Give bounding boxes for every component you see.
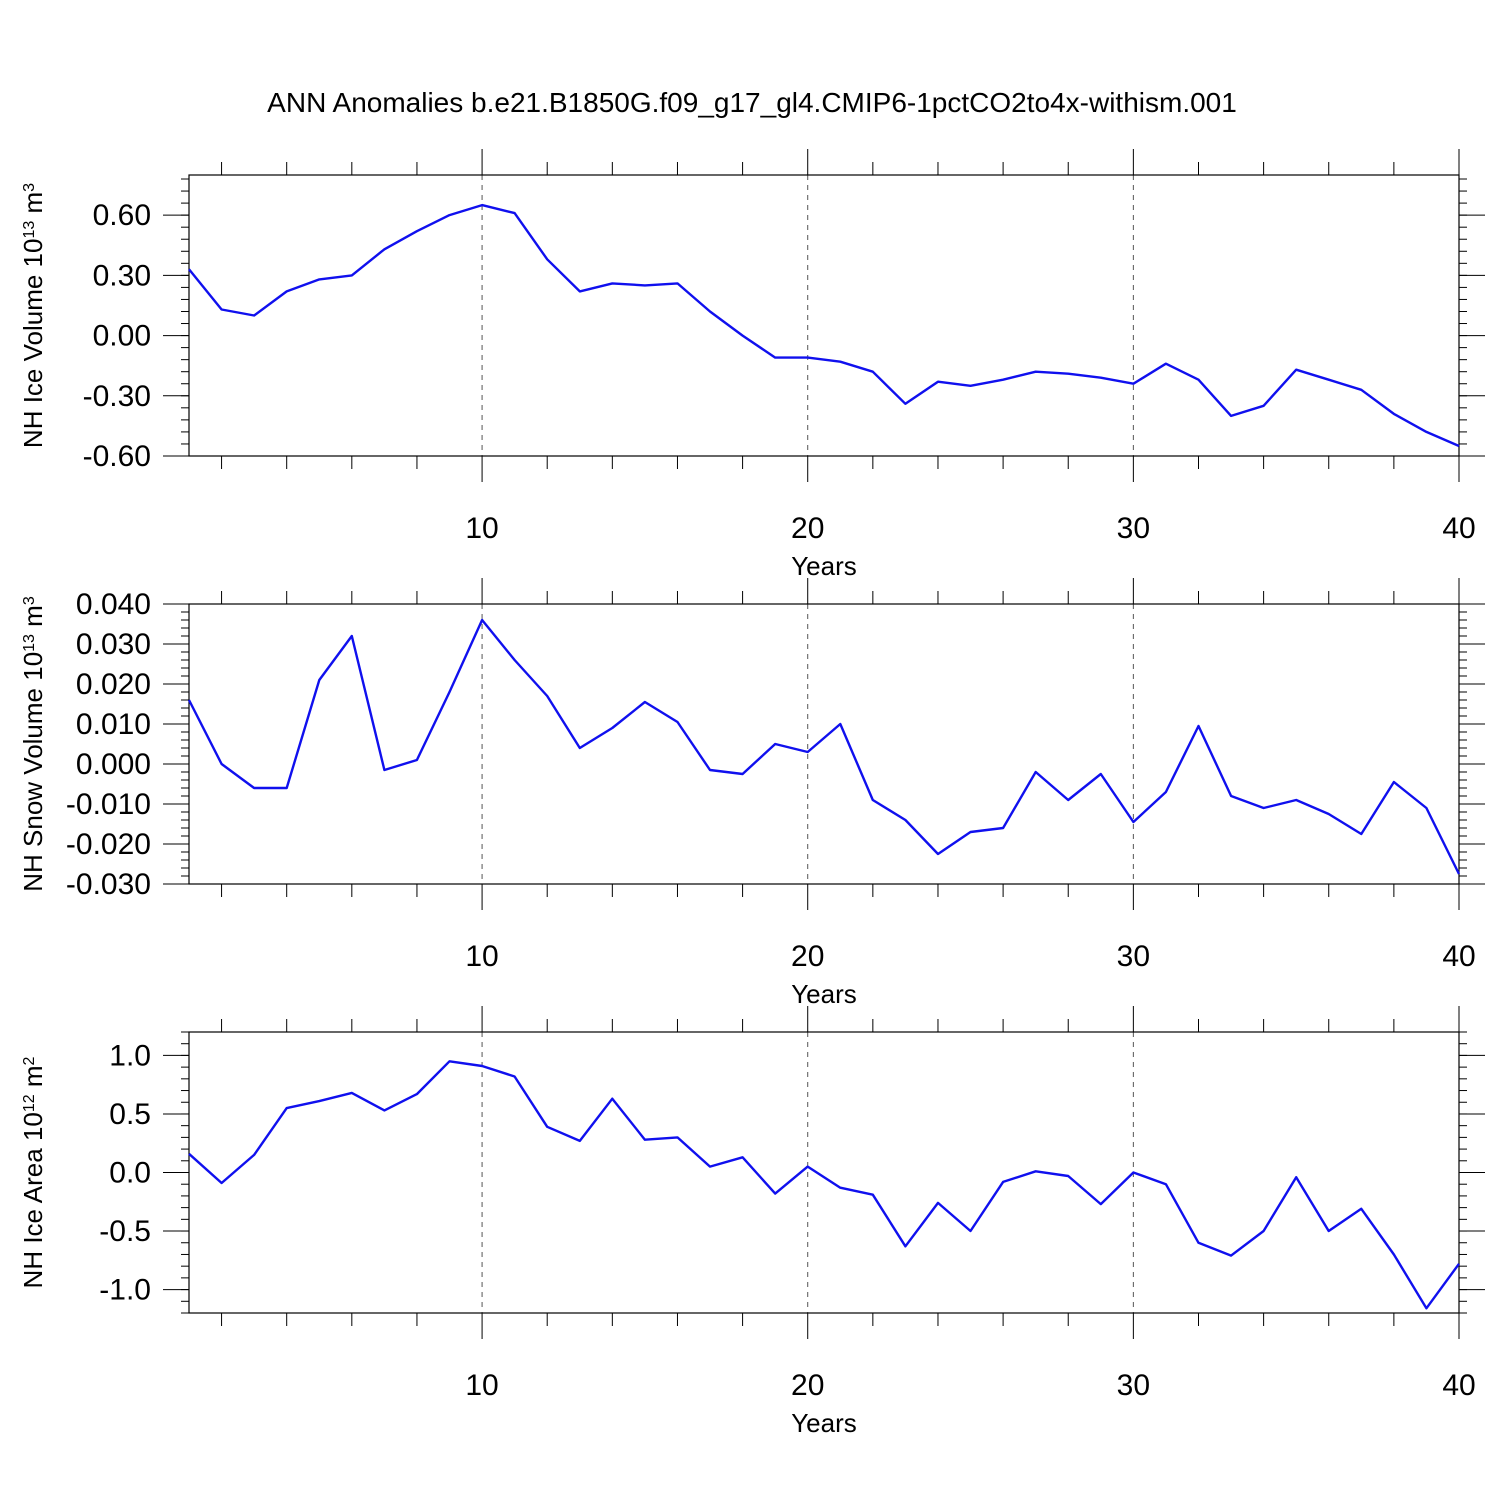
y-tick-label: -0.5: [99, 1215, 151, 1248]
y-tick-label: 0.00: [93, 320, 151, 353]
x-tick-label: 40: [1442, 940, 1475, 973]
panel-1: -0.60 -0.30 0.00 0.30 0.60 10 20 30 40 Years NH Ic…: [18, 149, 1485, 581]
y-tick-label: -0.30: [83, 380, 151, 413]
y-tick-label: 0.040: [76, 588, 151, 621]
y-tick-label: -0.010: [66, 788, 151, 821]
y-axis-label: NH Ice Area 1012 m2: [18, 1056, 48, 1288]
panel-2: -0.030 -0.020 -0.010 0.000 0.010 0.020 0.030 0.…: [18, 578, 1485, 1009]
y-tick-label: 0.030: [76, 628, 151, 661]
x-tick-label: 10: [465, 512, 498, 545]
y-tick-label: 0.5: [109, 1098, 151, 1131]
figure-title: ANN Anomalies b.e21.B1850G.f09_g17_gl4.C…: [267, 87, 1237, 118]
x-tick-label: 10: [465, 1369, 498, 1402]
x-tick-label: 40: [1442, 1369, 1475, 1402]
x-tick-label: 20: [791, 940, 824, 973]
x-tick-label: 10: [465, 940, 498, 973]
y-tick-label: -1.0: [99, 1274, 151, 1307]
plot-frame: [188, 1031, 1460, 1314]
plot-frame: [188, 603, 1460, 885]
x-tick-label: 20: [791, 1369, 824, 1402]
series-line: [188, 1060, 1460, 1310]
y-tick-label: 0.30: [93, 259, 151, 292]
y-axis-label: NH Ice Volume 1013 m3: [18, 183, 48, 448]
y-tick-label: 0.0: [109, 1157, 151, 1190]
x-axis-label: Years: [791, 979, 857, 1009]
y-tick-label: 0.000: [76, 748, 151, 781]
x-tick-label: 40: [1442, 512, 1475, 545]
x-axis-label: Years: [791, 1408, 857, 1438]
x-tick-label: 20: [791, 512, 824, 545]
plot-frame: [188, 174, 1460, 457]
y-tick-label: 0.010: [76, 708, 151, 741]
x-tick-label: 30: [1117, 1369, 1150, 1402]
y-tick-label: -0.60: [83, 440, 151, 473]
y-tick-label: -0.020: [66, 828, 151, 861]
series-line: [187, 618, 1461, 875]
panel-3: -1.0 -0.5 0.0 0.5 1.0 10 20 30 40 Years NH Ice Are…: [18, 1006, 1485, 1438]
y-tick-label: -0.030: [66, 868, 151, 901]
y-tick-label: 0.020: [76, 668, 151, 701]
series-line: [188, 203, 1460, 448]
panels-group: -0.60 -0.30 0.00 0.30 0.60 10 20 30 40 Years NH Ic…: [18, 149, 1485, 1438]
x-tick-label: 30: [1117, 940, 1150, 973]
y-tick-label: 0.60: [93, 199, 151, 232]
x-axis-label: Years: [791, 551, 857, 581]
y-tick-label: 1.0: [109, 1039, 151, 1072]
x-tick-label: 30: [1117, 512, 1150, 545]
y-axis-label: NH Snow Volume 1013 m3: [18, 596, 48, 892]
